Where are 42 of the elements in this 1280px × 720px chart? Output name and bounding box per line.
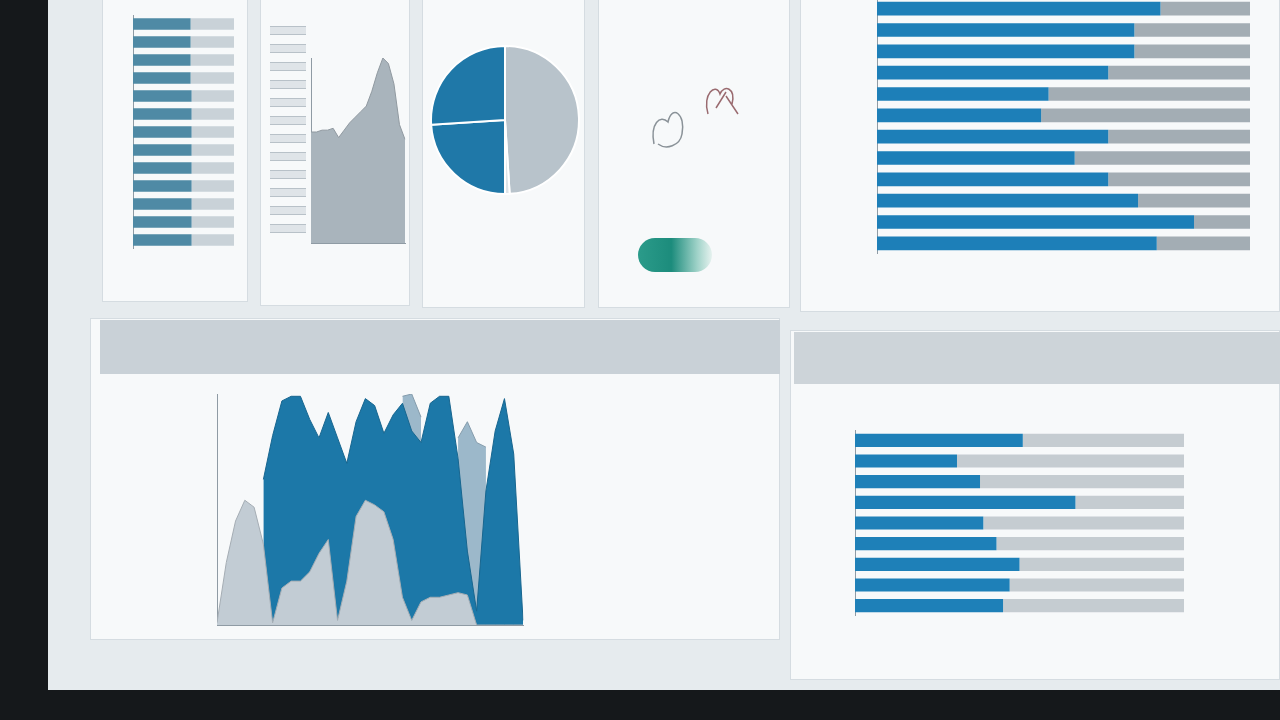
bar: [1003, 599, 1184, 613]
bar: [877, 23, 1135, 37]
bar: [1108, 65, 1250, 80]
bar: [877, 172, 1109, 187]
bar: [855, 495, 1076, 509]
bar: [1160, 1, 1250, 16]
bar: [877, 108, 1042, 123]
bar: [983, 516, 1184, 530]
bar: [877, 215, 1195, 229]
bar: [1009, 578, 1184, 592]
bar: [1041, 108, 1250, 123]
bar: [1134, 23, 1250, 37]
bar: [877, 129, 1109, 144]
bar: [855, 433, 1023, 447]
bar: [1075, 495, 1184, 509]
bar: [877, 193, 1139, 208]
bar: [855, 454, 957, 468]
bar: [877, 44, 1135, 59]
bar: [855, 557, 1020, 571]
bar: [1022, 433, 1184, 447]
bar: [855, 578, 1010, 592]
bar: [855, 599, 1004, 613]
bar: [1108, 172, 1250, 187]
bar: [1019, 557, 1184, 571]
bar: [956, 454, 1184, 468]
bar: [996, 537, 1184, 551]
bar: [1156, 236, 1250, 251]
bar: [877, 151, 1075, 165]
bar: [877, 65, 1109, 80]
bar: [1134, 44, 1250, 59]
bar: [877, 87, 1049, 101]
bar: [1108, 129, 1250, 144]
bar: [1138, 193, 1250, 208]
bar: [855, 475, 981, 489]
bar: [1048, 87, 1250, 101]
bar: [877, 236, 1157, 251]
bar: [855, 537, 997, 551]
bar: [1194, 215, 1250, 229]
bar: [1074, 151, 1250, 165]
bar: [855, 516, 984, 530]
bar: [980, 475, 1184, 489]
bar: [877, 1, 1161, 16]
